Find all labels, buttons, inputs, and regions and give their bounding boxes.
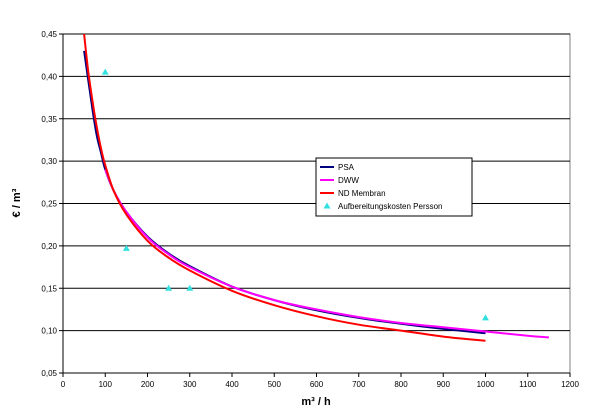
x-tick-label: 600: [310, 380, 324, 389]
series-line-dww: [104, 169, 549, 339]
y-tick-label: 0,15: [41, 284, 57, 293]
legend: PSA DWW ND Membran Aufbereitungskosten Pers…: [315, 157, 473, 217]
data-point-aufbereitungskosten-persson: [482, 314, 489, 321]
x-tick-label: 800: [394, 380, 408, 389]
y-tick-label: 0,35: [41, 115, 57, 124]
y-tick-label: 0,20: [41, 242, 57, 251]
legend-box: [315, 157, 473, 217]
series-line-nd-membran: [83, 33, 486, 342]
x-ticks: 0 100 200 300 400 500 600 700 800 900 1000 1100 1200: [61, 373, 579, 389]
x-tick-label: 1100: [519, 380, 537, 389]
legend-swatch-aufbereitungskosten-persson: [323, 202, 331, 209]
x-tick-label: 900: [437, 380, 451, 389]
x-tick-label: 0: [61, 380, 66, 389]
y-ticks: 0,05 0,10 0,15 0,20 0,25 0,30 0,35 0,40 0,45: [41, 30, 63, 378]
y-axis-label: € / m³: [11, 188, 23, 217]
x-tick-label: 500: [268, 380, 282, 389]
y-tick-label: 0,10: [41, 327, 57, 336]
legend-label-dww: DWW: [338, 176, 359, 185]
y-tick-label: 0,25: [41, 200, 57, 209]
data-point-aufbereitungskosten-persson: [122, 244, 130, 251]
y-tick-label: 0,40: [41, 72, 57, 81]
x-tick-label: 1000: [477, 380, 495, 389]
x-tick-label: 400: [225, 380, 239, 389]
y-tick-label: 0,05: [41, 369, 57, 378]
x-tick-label: 100: [99, 380, 113, 389]
x-tick-label: 700: [352, 380, 366, 389]
y-tick-label: 0,30: [41, 157, 57, 166]
data-point-aufbereitungskosten-persson: [165, 284, 173, 291]
data-point-aufbereitungskosten-persson: [186, 284, 194, 291]
x-tick-label: 1200: [561, 380, 579, 389]
y-tick-label: 0,45: [41, 30, 57, 39]
x-tick-label: 300: [183, 380, 197, 389]
x-axis-label: m³ / h: [301, 396, 331, 408]
x-tick-label: 200: [141, 380, 155, 389]
data-point-aufbereitungskosten-persson: [101, 68, 109, 75]
legend-label-aufbereitungskosten-persson: Aufbereitungskosten Persson: [338, 202, 443, 211]
legend-label-psa: PSA: [338, 163, 355, 172]
series: [83, 33, 549, 342]
legend-label-nd-membran: ND Membran: [338, 189, 386, 198]
